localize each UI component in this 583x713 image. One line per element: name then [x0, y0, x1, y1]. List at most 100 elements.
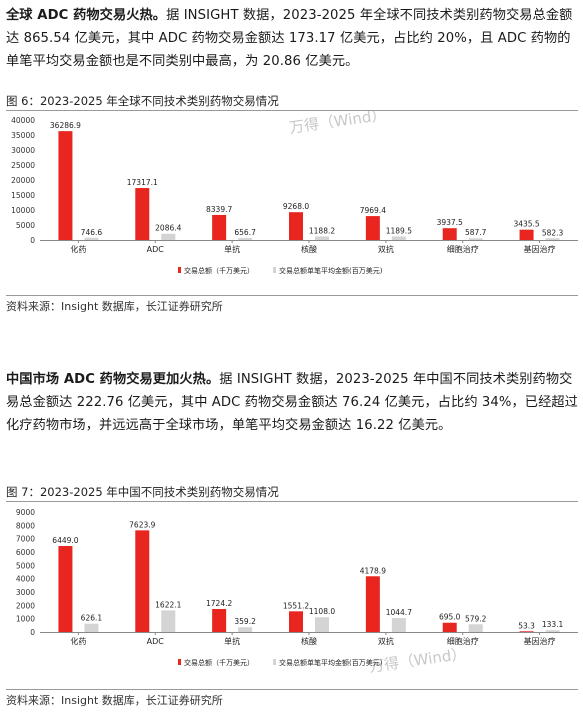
x-tick-label: 细胞治疗 — [447, 244, 479, 254]
legend-swatch — [273, 659, 276, 665]
legend-label: 交易总额单笔平均金额(百万美元) — [279, 658, 383, 667]
watermark: 万得（Wind） — [368, 645, 467, 676]
data-label: 582.3 — [542, 228, 564, 237]
x-tick-label: 核酸 — [301, 244, 317, 254]
x-tick-label: ADC — [147, 245, 165, 254]
source-note: 资料来源：Insight 数据库，长江证券研究所 — [6, 689, 578, 709]
bar-average — [238, 627, 253, 632]
x-tick-label: ADC — [147, 637, 165, 646]
y-tick-label: 30000 — [11, 146, 35, 155]
bar-total — [442, 622, 457, 632]
data-label: 9268.0 — [283, 202, 309, 211]
data-label: 2086.4 — [155, 224, 181, 233]
data-label: 1551.2 — [283, 601, 309, 610]
y-tick-label: 0 — [30, 628, 35, 637]
bar-average — [161, 610, 176, 632]
data-label: 587.7 — [465, 228, 487, 237]
x-tick-label: 双抗 — [378, 636, 394, 646]
data-label: 3937.5 — [437, 218, 463, 227]
bar-average — [238, 238, 253, 240]
figure-title: 图 6：2023-2025 年全球不同技术类别药物交易情况 — [6, 92, 578, 111]
y-tick-label: 9000 — [16, 508, 35, 517]
data-label: 1724.2 — [206, 599, 232, 608]
data-label: 1044.7 — [386, 608, 412, 617]
bar-average — [315, 236, 329, 240]
bar-total — [135, 188, 150, 240]
data-label: 53.3 — [518, 621, 535, 630]
legend-label: 交易总额（千万美元） — [184, 658, 254, 667]
data-label: 359.2 — [234, 617, 256, 626]
bar-total — [212, 214, 227, 240]
y-tick-label: 1000 — [16, 615, 35, 624]
data-label: 1188.2 — [309, 226, 335, 235]
bar-average — [468, 238, 483, 240]
y-tick-label: 15000 — [11, 191, 35, 200]
bar-average — [161, 233, 176, 240]
bar-total — [289, 212, 303, 240]
y-tick-label: 0 — [30, 236, 35, 245]
bar-total — [519, 229, 534, 240]
data-label: 1189.5 — [386, 226, 412, 235]
bar-total — [135, 530, 150, 632]
y-tick-label: 8000 — [16, 521, 35, 530]
x-tick-label: 双抗 — [378, 244, 394, 254]
x-tick-label: 核酸 — [301, 636, 317, 646]
chart-china-deals: 万得（Wind） 0 1000 2000 3000 4000 5000 6000 7000 80… — [0, 502, 583, 682]
data-label: 7623.9 — [129, 520, 155, 529]
data-label: 695.0 — [439, 613, 461, 622]
y-tick-label: 7000 — [16, 535, 35, 544]
data-label: 8339.7 — [206, 205, 232, 214]
data-label: 1108.0 — [309, 607, 335, 616]
data-label: 1622.1 — [155, 600, 181, 609]
data-label: 36286.9 — [50, 121, 81, 130]
data-label: 6449.0 — [52, 536, 78, 545]
y-tick-label: 40000 — [11, 116, 35, 125]
chart-global-deals: 万得（Wind） 0 5000 10000 15000 20000 25000 30000 3… — [0, 111, 583, 291]
data-label: 7969.4 — [360, 206, 386, 215]
bar-total — [58, 546, 73, 632]
x-tick-label: 化药 — [70, 636, 86, 646]
paragraph-body: 据 INSIGHT 数据，2023-2025 年中国不同技术类别药物交易总金额达… — [6, 372, 578, 433]
paragraph-body: 据 INSIGHT 数据，2023-2025 年全球不同技术类别药物交易总金额达… — [6, 8, 573, 69]
legend-swatch — [178, 659, 181, 665]
y-tick-label: 35000 — [11, 131, 35, 140]
bar-total — [289, 611, 303, 632]
bar-average — [545, 630, 560, 632]
bar-total — [442, 228, 457, 240]
y-tick-label: 25000 — [11, 161, 35, 170]
y-tick-label: 6000 — [16, 548, 35, 557]
paragraph-lead: 中国市场 ADC 药物交易更加火热。 — [6, 372, 220, 387]
x-tick-label: 基因治疗 — [524, 244, 556, 254]
bar-average — [391, 236, 406, 240]
data-label: 579.2 — [465, 614, 487, 623]
x-tick-label: 基因治疗 — [524, 636, 556, 646]
x-tick-label: 化药 — [70, 244, 86, 254]
bar-average — [84, 237, 99, 240]
y-tick-label: 2000 — [16, 601, 35, 610]
chart-china-svg: 万得（Wind） 0 1000 2000 3000 4000 5000 6000 7000 80… — [16, 508, 578, 676]
y-tick-label: 10000 — [11, 206, 35, 215]
bar-average — [468, 624, 483, 632]
y-tick-label: 3000 — [16, 588, 35, 597]
chart-global-svg: 万得（Wind） 0 5000 10000 15000 20000 25000 30000 3… — [11, 111, 578, 275]
bar-average — [545, 238, 560, 240]
legend-swatch — [178, 267, 181, 273]
bar-average — [315, 617, 329, 632]
legend-swatch — [273, 267, 276, 273]
bar-total — [519, 631, 534, 632]
bar-total — [58, 131, 73, 240]
x-tick-label: 单抗 — [224, 244, 240, 254]
x-tick-label: 细胞治疗 — [447, 636, 479, 646]
bar-total — [212, 609, 227, 632]
x-tick-label: 单抗 — [224, 636, 240, 646]
paragraph-global-adc: 全球 ADC 药物交易火热。据 INSIGHT 数据，2023-2025 年全球… — [6, 4, 578, 73]
legend-label: 交易总额（千万美元） — [184, 266, 254, 275]
data-label: 626.1 — [81, 614, 103, 623]
y-tick-label: 4000 — [16, 575, 35, 584]
figure-title: 图 7：2023-2025 年中国不同技术类别药物交易情况 — [6, 483, 578, 502]
paragraph-lead: 全球 ADC 药物交易火热。 — [6, 8, 167, 23]
y-tick-label: 5000 — [16, 221, 35, 230]
y-tick-label: 5000 — [16, 561, 35, 570]
data-label: 4178.9 — [360, 566, 386, 575]
data-label: 656.7 — [234, 228, 256, 237]
